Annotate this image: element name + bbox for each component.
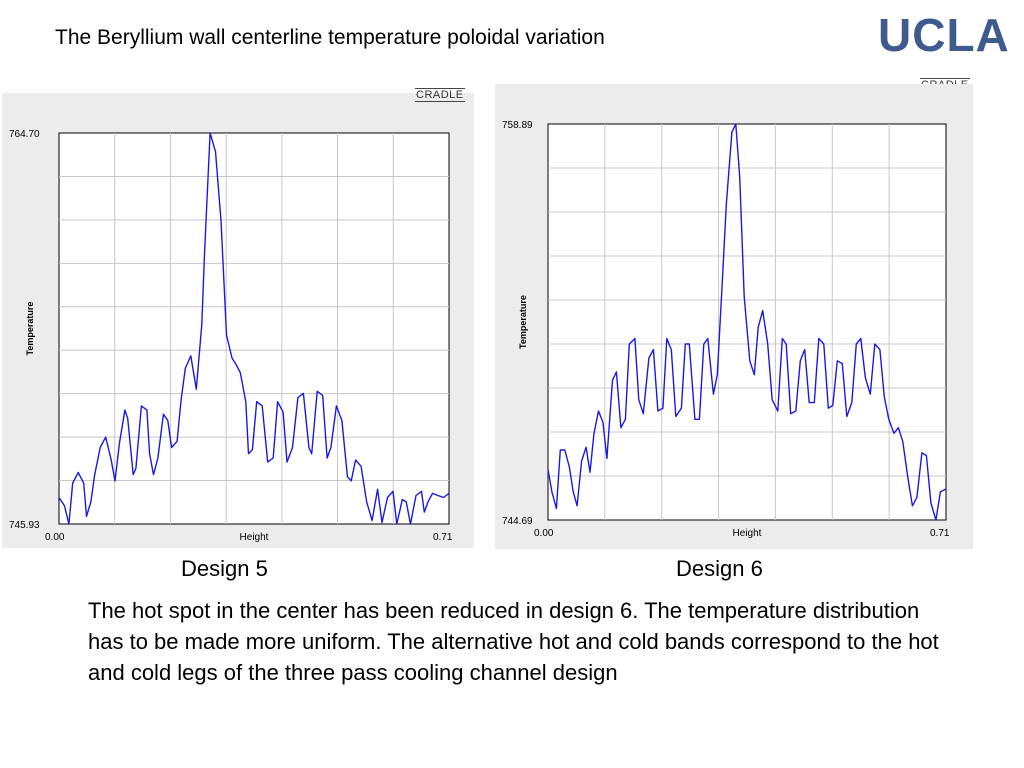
chart-design-6: 758.89 744.690.00 0.71 Height Temperature bbox=[502, 120, 950, 539]
cradle-watermark: CRADLE bbox=[415, 88, 465, 102]
x-axis-label: Height bbox=[240, 532, 269, 543]
body-text: The hot spot in the center has been redu… bbox=[88, 598, 939, 685]
x-tick-label-min: 0.00 bbox=[534, 528, 554, 539]
temperature-series-line bbox=[547, 123, 947, 521]
y-tick-label-min: 745.93 bbox=[9, 520, 40, 531]
y-axis-label: Temperature bbox=[518, 295, 528, 349]
x-tick-label-max: 0.71 bbox=[433, 532, 453, 543]
x-tick-label-min: 0.00 bbox=[45, 532, 65, 543]
y-tick-label-max: 758.89 bbox=[502, 120, 533, 131]
y-axis-label: Temperature bbox=[25, 302, 35, 356]
caption-design-6: Design 6 bbox=[676, 556, 763, 581]
chart-panel-design-6: 758.89 744.69 0.00 0.71 Height Temperature bbox=[495, 84, 973, 549]
y-tick-label-max: 764.70 bbox=[9, 129, 40, 140]
ucla-logo: UCLA bbox=[878, 9, 1010, 61]
caption-design-5: Design 5 bbox=[181, 556, 268, 581]
x-tick-label-max: 0.71 bbox=[930, 528, 950, 539]
chart-design-5: 764.70 745.93 0.00 0.71 Height Temperature bbox=[9, 129, 453, 543]
chart-panel-design-5: 764.70 745.93 0.00 0.71 Height Temperature CR… bbox=[2, 88, 474, 548]
slide-title: The Beryllium wall centerline temperatur… bbox=[55, 26, 605, 49]
plot-area bbox=[58, 132, 450, 525]
x-axis-label: Height bbox=[733, 528, 762, 539]
temperature-series-line bbox=[58, 132, 450, 525]
y-tick-label-min: 744.69 bbox=[502, 516, 533, 527]
